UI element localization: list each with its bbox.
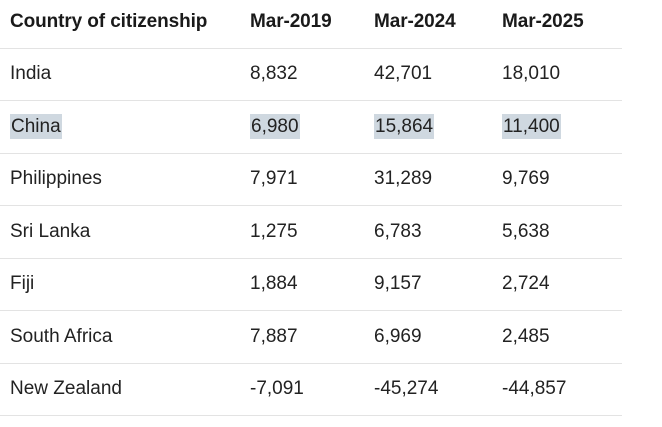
country-name: New Zealand xyxy=(10,378,122,400)
country-cell: Philippines xyxy=(0,153,246,206)
country-cell: South Africa xyxy=(0,310,246,364)
table-row: New Zealand -7,091 -45,274 -44,857 xyxy=(0,363,622,416)
table-row: South Africa 7,887 6,969 2,485 xyxy=(0,310,622,364)
value-cell-mar-2019: 1,884 xyxy=(246,258,370,311)
table-header: Country of citizenship Mar-2019 Mar-2024… xyxy=(0,0,622,49)
value-cell-mar-2024: -45,274 xyxy=(370,363,498,416)
value-text: 2,724 xyxy=(502,273,550,295)
value-cell-mar-2024: 31,289 xyxy=(370,153,498,206)
value-cell-mar-2019: -7,091 xyxy=(246,363,370,416)
value-text-highlighted: 11,400 xyxy=(502,113,561,139)
citizenship-migration-table: Country of citizenship Mar-2019 Mar-2024… xyxy=(0,0,622,416)
country-name: Philippines xyxy=(10,168,102,190)
table-row: Fiji 1,884 9,157 2,724 xyxy=(0,258,622,311)
table-row: Philippines 7,971 31,289 9,769 xyxy=(0,153,622,206)
value-cell-mar-2025: 11,400 xyxy=(498,100,622,154)
value-text: 31,289 xyxy=(374,168,433,190)
value-cell-mar-2025: 2,724 xyxy=(498,258,622,311)
value-cell-mar-2025: -44,857 xyxy=(498,363,622,416)
value-cell-mar-2019: 7,887 xyxy=(246,310,370,364)
value-text-highlighted: 6,980 xyxy=(250,113,300,139)
country-name: Fiji xyxy=(10,273,35,295)
value-cell-mar-2024: 6,969 xyxy=(370,310,498,364)
value-cell-mar-2025: 5,638 xyxy=(498,205,622,259)
value-text: -45,274 xyxy=(374,378,439,400)
value-cell-mar-2025: 9,769 xyxy=(498,153,622,206)
value-cell-mar-2019: 8,832 xyxy=(246,48,370,101)
country-name-highlighted: China xyxy=(10,113,62,139)
value-text: 9,157 xyxy=(374,273,422,295)
value-cell-mar-2024: 42,701 xyxy=(370,48,498,101)
table-body: India 8,832 42,701 18,010 China 6,980 15… xyxy=(0,48,622,416)
value-cell-mar-2019: 1,275 xyxy=(246,205,370,259)
value-text: -7,091 xyxy=(250,378,304,400)
value-cell-mar-2024: 9,157 xyxy=(370,258,498,311)
header-mar-2024: Mar-2024 xyxy=(370,0,498,49)
value-cell-mar-2024: 6,783 xyxy=(370,205,498,259)
value-text: 2,485 xyxy=(502,325,550,347)
country-name: India xyxy=(10,63,52,85)
value-cell-mar-2019: 7,971 xyxy=(246,153,370,206)
country-cell: New Zealand xyxy=(0,363,246,416)
header-row: Country of citizenship Mar-2019 Mar-2024… xyxy=(0,0,622,49)
table-row: India 8,832 42,701 18,010 xyxy=(0,48,622,101)
value-cell-mar-2024: 15,864 xyxy=(370,100,498,154)
header-mar-2025: Mar-2025 xyxy=(498,0,622,49)
country-cell: Fiji xyxy=(0,258,246,311)
country-cell: India xyxy=(0,48,246,101)
country-cell: China xyxy=(0,100,246,154)
value-text: 18,010 xyxy=(502,63,561,85)
value-cell-mar-2025: 2,485 xyxy=(498,310,622,364)
country-cell: Sri Lanka xyxy=(0,205,246,259)
value-text: 9,769 xyxy=(502,168,550,190)
value-cell-mar-2019: 6,980 xyxy=(246,100,370,154)
value-text: 7,971 xyxy=(250,168,298,190)
value-text: 1,884 xyxy=(250,273,298,295)
country-name: Sri Lanka xyxy=(10,220,91,242)
value-text: 6,783 xyxy=(374,220,422,242)
value-text: 5,638 xyxy=(502,220,550,242)
value-text: 42,701 xyxy=(374,63,433,85)
header-country: Country of citizenship xyxy=(0,0,246,49)
value-text: 6,969 xyxy=(374,325,422,347)
header-mar-2019: Mar-2019 xyxy=(246,0,370,49)
value-text: -44,857 xyxy=(502,378,567,400)
citizenship-table-container: Country of citizenship Mar-2019 Mar-2024… xyxy=(0,0,622,416)
table-row: Sri Lanka 1,275 6,783 5,638 xyxy=(0,205,622,259)
value-text: 8,832 xyxy=(250,63,298,85)
table-row-highlighted: China 6,980 15,864 11,400 xyxy=(0,100,622,154)
value-text: 7,887 xyxy=(250,325,298,347)
country-name: South Africa xyxy=(10,325,113,347)
value-cell-mar-2025: 18,010 xyxy=(498,48,622,101)
value-text: 1,275 xyxy=(250,220,298,242)
value-text-highlighted: 15,864 xyxy=(374,113,435,139)
